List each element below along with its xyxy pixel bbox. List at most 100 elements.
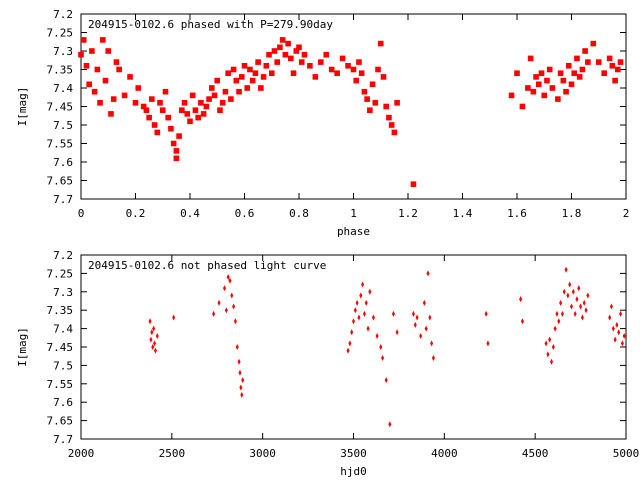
phased-data-point [219, 100, 226, 106]
unphased-data-point [241, 377, 245, 384]
unphased-plot-ticks: 2000 2500 3000 3500 4000 4500 5000 7.2 7.25 7.3 7.… [47, 249, 640, 460]
unphased-data-point [582, 299, 586, 306]
phased-plot-points [78, 37, 624, 187]
phased-data-point [162, 88, 169, 95]
phased-data-point [563, 88, 569, 95]
phased-data-point [339, 55, 346, 62]
phased-data-point [247, 66, 253, 73]
phased-data-point [576, 74, 583, 80]
phased-data-point [230, 66, 237, 73]
phased-data-point [296, 44, 302, 51]
phased-data-point [146, 114, 152, 121]
phased-plot-x-axis-label: phase [337, 225, 370, 238]
phased-data-point [372, 100, 379, 106]
unphased-data-point [415, 314, 419, 321]
phased-y-tick-label: 7.7 [53, 193, 73, 206]
phased-data-point [217, 107, 223, 113]
phased-data-point [582, 48, 588, 54]
phased-data-point [571, 70, 578, 76]
phased-data-point [615, 66, 621, 73]
phased-data-point [568, 81, 575, 88]
unphased-data-point [148, 318, 152, 325]
phased-x-tick-label: 0.4 [180, 207, 200, 220]
phased-data-point [168, 125, 174, 132]
phased-data-point [198, 100, 204, 106]
phased-data-point [260, 74, 267, 80]
unphased-data-point [555, 310, 559, 317]
phased-data-point [536, 81, 542, 88]
unphased-data-point [584, 307, 588, 314]
phased-y-tick-label: 7.2 [53, 8, 73, 21]
unphased-data-point [151, 344, 155, 350]
phased-data-point [255, 59, 261, 65]
phased-data-point [154, 129, 161, 136]
phased-y-tick-label: 7.5 [53, 119, 73, 132]
phased-data-point [555, 96, 561, 102]
phased-data-point [189, 92, 196, 99]
phased-data-point [249, 77, 256, 84]
phased-data-point [268, 70, 275, 76]
phased-y-tick-label: 7.6 [53, 156, 73, 169]
phased-data-point [383, 103, 389, 110]
phased-x-tick-label: 0.8 [289, 207, 309, 220]
phased-data-point [236, 88, 242, 95]
phased-data-point [369, 81, 376, 88]
phased-data-point [97, 100, 103, 106]
phased-data-point [184, 111, 191, 117]
phased-data-point [282, 51, 289, 58]
unphased-y-tick-label: 7.65 [47, 415, 74, 428]
phased-data-point [380, 74, 387, 80]
unphased-data-point [613, 336, 617, 343]
unphased-plot-x-axis-label: hjd0 [340, 465, 367, 478]
unphased-data-point [350, 329, 354, 336]
phased-data-point [100, 37, 106, 43]
unphased-data-point [546, 351, 550, 358]
phased-data-point [601, 70, 607, 76]
phased-data-point [181, 100, 188, 106]
unphased-data-point [224, 307, 228, 314]
unphased-x-tick-label: 2500 [159, 447, 186, 460]
phased-x-tick-label: 1.2 [398, 207, 418, 220]
phased-data-point [266, 51, 272, 58]
phased-data-point [386, 114, 392, 121]
phased-data-point [323, 51, 330, 58]
phased-data-point [328, 66, 335, 73]
phased-data-point [200, 111, 207, 117]
phased-data-point [549, 85, 556, 91]
unphased-data-point [352, 318, 355, 325]
phased-data-point [377, 40, 384, 47]
unphased-data-point [391, 310, 395, 317]
phased-data-point [209, 85, 215, 91]
phased-data-point [530, 88, 537, 95]
unphased-data-point [359, 292, 363, 299]
phased-x-tick-label: 0 [78, 207, 85, 220]
phased-data-point [258, 85, 264, 91]
phased-data-point [334, 70, 340, 76]
phased-data-point [514, 70, 520, 76]
unphased-data-point [223, 285, 227, 292]
phased-data-point [565, 63, 572, 69]
unphased-x-tick-label: 3000 [249, 447, 276, 460]
phased-data-point [170, 140, 177, 147]
unphased-data-point [619, 310, 623, 317]
phased-data-point [179, 107, 185, 113]
unphased-data-point [368, 288, 372, 295]
phased-data-point [574, 55, 580, 62]
unphased-data-point [235, 344, 239, 350]
phased-data-point [80, 37, 87, 43]
unphased-data-point [212, 310, 216, 317]
phased-data-point [541, 92, 548, 99]
unphased-x-tick-label: 4000 [431, 447, 458, 460]
unphased-data-point [395, 329, 399, 336]
phased-data-point [375, 66, 381, 73]
phased-data-point [149, 96, 155, 102]
phased-data-point [228, 96, 234, 102]
phased-data-point [527, 55, 534, 62]
phased-data-point [612, 77, 618, 84]
phased-data-point [211, 92, 218, 99]
unphased-plot-y-axis-label: I[mag] [16, 327, 29, 367]
unphased-data-point [353, 307, 357, 314]
unphased-data-point [609, 303, 613, 310]
unphased-y-tick-label: 7.7 [53, 433, 73, 446]
phased-data-point [127, 74, 133, 80]
